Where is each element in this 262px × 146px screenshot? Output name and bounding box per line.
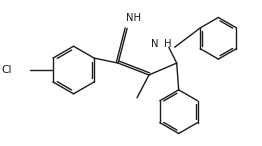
Text: N: N bbox=[151, 39, 159, 49]
Text: H: H bbox=[164, 39, 171, 49]
Text: NH: NH bbox=[125, 13, 141, 24]
Text: Cl: Cl bbox=[2, 65, 12, 75]
